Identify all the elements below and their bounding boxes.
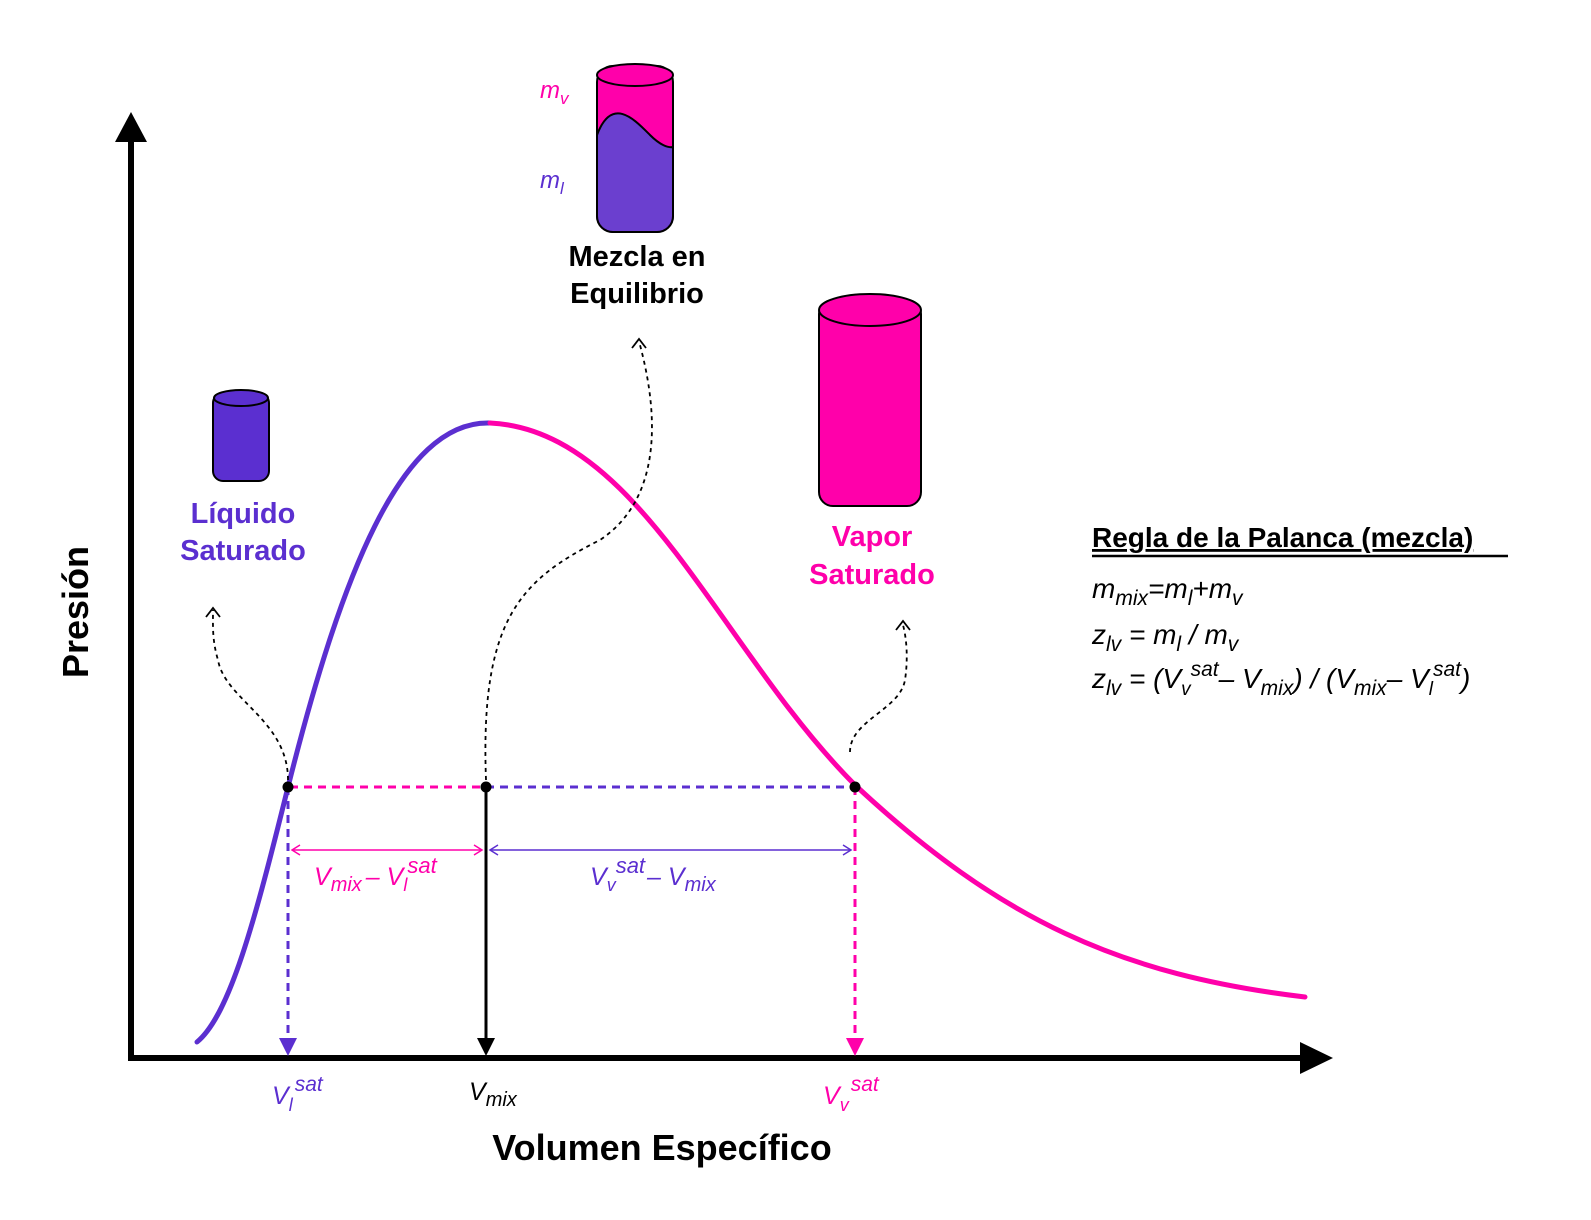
vl-drop-arrowhead — [279, 1038, 297, 1056]
vapor-label-line1: Vapor — [832, 521, 913, 553]
y-axis-label: Presión — [55, 546, 96, 678]
saturated-liquid-curve — [194, 420, 493, 1045]
tick-vl-sat: Vlsat — [272, 1073, 324, 1115]
vapor-label-line2: Saturado — [809, 559, 935, 591]
span-right-label: Vvsat– Vmix — [590, 853, 717, 896]
y-axis-arrowhead — [115, 112, 147, 142]
vapor-connector — [849, 624, 908, 753]
span-right-arrow-r — [842, 844, 853, 856]
liquid-point — [282, 781, 294, 793]
mixture-ml-label: ml — [540, 167, 565, 198]
x-axis-label: Volumen Específico — [492, 1127, 831, 1168]
mixture-connector — [484, 344, 653, 781]
span-left-arrow-l — [290, 844, 301, 856]
lever-rule-eq2: zlv = ml / mv — [1091, 619, 1240, 656]
lever-rule-eq3: zlv = (Vvsat– Vmix) / (Vmix– Vlsat) — [1091, 658, 1470, 700]
lever-rule-eq1: mmix=ml+mv — [1092, 573, 1244, 610]
liquid-cylinder-icon — [212, 389, 270, 482]
lever-rule-title: Regla de la Palanca (mezcla) — [1092, 522, 1473, 553]
mixture-cylinder-icon — [596, 63, 674, 233]
vapor-cylinder-icon — [818, 293, 922, 507]
mixture-connector-arrow — [631, 337, 647, 349]
span-left-label: Vmix – Vlsat — [314, 853, 438, 896]
liquid-label-line1: Líquido — [191, 498, 296, 530]
span-right-arrow-l — [488, 844, 499, 856]
mixture-label-line2: Equilibrio — [570, 278, 704, 310]
mixture-point — [480, 781, 492, 793]
tick-vmix: Vmix — [469, 1078, 518, 1111]
vmix-drop-arrowhead — [477, 1038, 495, 1056]
mixture-mv-label: mv — [540, 77, 570, 108]
liquid-label-line2: Saturado — [180, 535, 306, 567]
x-axis-arrowhead — [1300, 1042, 1333, 1074]
vv-drop-arrowhead — [846, 1038, 864, 1056]
vapor-connector-arrow — [895, 619, 911, 631]
tick-vv-sat: Vvsat — [823, 1073, 880, 1115]
saturated-vapor-curve — [487, 420, 1308, 1000]
vapor-point — [849, 781, 861, 793]
mixture-label-line1: Mezcla en — [569, 241, 706, 273]
liquid-connector-arrow — [205, 606, 221, 618]
liquid-connector — [212, 609, 289, 781]
span-left-arrow-r — [473, 844, 484, 856]
